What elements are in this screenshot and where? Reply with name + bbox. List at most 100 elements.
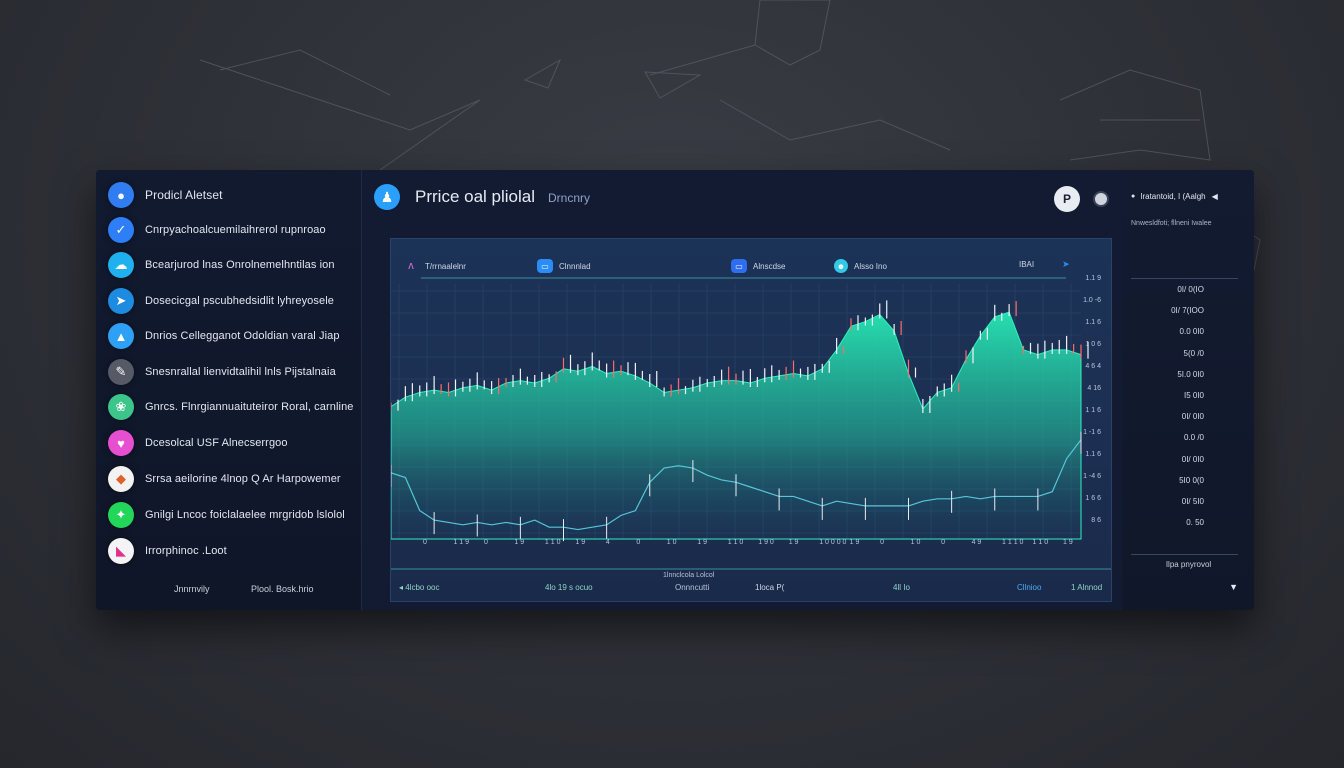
bottom-label-6[interactable]: Cllnioo [1017, 583, 1042, 592]
x-tick-label: 1 9 [514, 539, 525, 546]
bottom-label-4[interactable]: 1loca P( [755, 583, 785, 592]
sparkle-icon: ✦ [108, 502, 134, 528]
x-tick-label: 1 9 0 [758, 539, 774, 546]
right-panel-value: 0.0 0I0 [1179, 327, 1204, 337]
x-tick-label: 1 9 [788, 539, 799, 546]
sidebar-item-label: Irrorphinoc .Loot [145, 545, 227, 557]
sidebar-item-9[interactable]: ✦ Gnilgi Lncoc foiclalaelee mrgridob lsl… [108, 500, 345, 530]
x-tick-label: 1 0 [910, 539, 921, 546]
x-tick-label: 0 [941, 539, 945, 546]
profile-button[interactable]: P [1054, 186, 1080, 212]
y-tick-label: 1 0 6 [1085, 341, 1101, 348]
legend-item-5[interactable]: IBAI ➤ [1019, 259, 1070, 270]
right-panel-value: 5I.0 0I0 [1177, 369, 1204, 379]
sidebar-item-label: Gnrcs. Flnrgiannuaituteiror Roral, carnl… [145, 401, 354, 413]
globe-icon: ● [108, 182, 134, 208]
sidebar-item-5[interactable]: ✎ Snesnrallal lienvidtalihil lnls Pijsta… [108, 357, 336, 387]
legend-item-3[interactable]: ▭ Alnscdse [731, 259, 785, 273]
sidebar-item-label: Cnrpyachoalcuemilaihrerol rupnroao [145, 224, 326, 236]
legend-item-4[interactable]: ☻ Alsso Ino [834, 259, 887, 273]
x-tick-label: 1 9 [1063, 539, 1073, 546]
x-tick-label: 1 0 [666, 539, 677, 546]
x-tick-label: 1 1 9 [453, 539, 470, 546]
tv-icon: ▭ [731, 259, 747, 273]
sidebar-item-7[interactable]: ♥ Dcesolcal USF Alnecserrgoo [108, 428, 288, 458]
bottom-label-7[interactable]: 1 Alnnod [1071, 583, 1103, 592]
legend-item-2[interactable]: ▭ Clnnnlad [537, 259, 591, 273]
x-tick-label: 4 9 [971, 539, 982, 546]
bottom-label-3[interactable]: Onnncutti [675, 583, 710, 592]
sidebar-item-3[interactable]: ➤ Dosecicgal pscubhedsidlit lyhreyosele [108, 286, 334, 316]
legend-label: Alnscdse [753, 261, 786, 271]
page-title: Prrice oal pliolal [415, 187, 535, 206]
right-panel-value: I5 0I0 [1183, 391, 1204, 400]
app-logo-icon: ♟ [374, 184, 400, 210]
settings-toggle-button[interactable] [1093, 191, 1109, 207]
candlestick-marks [391, 300, 1089, 413]
y-tick-label: 1 1 6 [1085, 407, 1101, 414]
sidebar-title[interactable]: ● Prodicl Aletset [108, 180, 223, 210]
pen-icon: ✎ [108, 359, 134, 385]
fox-icon: ◆ [108, 466, 134, 492]
y-tick-label: 4 6 4 [1085, 363, 1101, 370]
right-panel: ● Iratantoid, I (Aalgh ◀ Nnwesldfoti; fl… [1123, 170, 1254, 610]
x-tick-label: 4 [605, 539, 610, 546]
bottom-label-1[interactable]: ◂ 4lcbo ooc [399, 583, 440, 592]
sidebar-item-4[interactable]: ▲ Dnrios Cellegganot Odoldian varal Jiap [108, 321, 340, 351]
dot-icon: ● [1131, 193, 1136, 200]
x-tick-label: 0 [880, 539, 885, 546]
area-series [391, 311, 1082, 540]
x-tick-label: 1 1 0 [727, 539, 744, 546]
y-tick-label: 1.1 9 [1085, 275, 1101, 282]
main-header: ♟ Prrice oal pliolal Drncnry P [362, 170, 1122, 226]
y-tick-label: 1 6 6 [1085, 495, 1101, 502]
right-panel-value: 0I/ 0I0 [1181, 412, 1204, 422]
bottom-label-2[interactable]: 4lo 19 s ocuo [545, 583, 593, 592]
y-tick-label: 1.1 6 [1085, 319, 1101, 326]
message-icon: ▭ [537, 259, 553, 273]
sidebar-item-2[interactable]: ☁ Bcearjurod lnas Onrolnemelhntilas ion [108, 250, 335, 280]
legend-label: Clnnnlad [559, 261, 591, 271]
x-tick-label: 1 9 [697, 539, 708, 546]
legend-item-1[interactable]: ʌ T/rrnaalelnr [403, 259, 466, 273]
cloud-icon: ☁ [108, 252, 134, 278]
sidebar-item-label: Dcesolcal USF Alnecserrgoo [145, 437, 288, 449]
right-panel-header-label: Iratantoid, I (Aalgh [1140, 192, 1206, 201]
sidebar-item-1[interactable]: ✓ Cnrpyachoalcuemilaihrerol rupnroao [108, 215, 326, 245]
right-panel-value: 0I/ 0I0 [1181, 454, 1204, 464]
sidebar: ● Prodicl Aletset ✓ Cnrpyachoalcuemilaih… [96, 170, 362, 610]
right-panel-value: 0. 50 [1186, 518, 1204, 528]
right-panel-value: 0I/ 0(IO [1177, 285, 1204, 294]
sidebar-item-6[interactable]: ❀ Gnrcs. Flnrgiannuaituteiror Roral, car… [108, 392, 354, 422]
x-tick-label: 1 1 0 [544, 539, 561, 546]
x-tick-label: 1 1 1 0 [1002, 539, 1024, 546]
right-panel-value: 0I/ 5I0 [1181, 497, 1204, 506]
right-panel-value: 5I0 0(0 [1179, 475, 1204, 485]
line-series-spikes [391, 431, 1082, 542]
play-icon: ➤ [1062, 259, 1070, 269]
y-tick-label: 1.1 6 [1085, 451, 1101, 458]
x-tick-label: 1 1 0 [1032, 539, 1049, 546]
caret-down-icon[interactable]: ▼ [1229, 582, 1238, 592]
sidebar-item-8[interactable]: ◆ Srrsa aeilorine 4lnop Q Ar Harpowemer [108, 464, 341, 494]
timeline-label: 1lnnclcola Lolcol [663, 572, 715, 579]
app-window: ● Prodicl Aletset ✓ Cnrpyachoalcuemilaih… [96, 170, 1254, 610]
sidebar-item-10[interactable]: ◣ Irrorphinoc .Loot [108, 536, 227, 566]
price-chart[interactable] [391, 239, 1111, 601]
x-tick-label: 0 [483, 539, 488, 546]
x-tick-label: 1 9 [575, 539, 586, 546]
sidebar-footer-right[interactable]: Plool. Bosk.hrio [251, 584, 314, 594]
y-tick-label: 1 -4 6 [1083, 473, 1101, 480]
right-panel-footer: Ilpa pnyrovol [1165, 560, 1212, 569]
bolt-icon: ʌ [408, 260, 414, 272]
y-tick-label: 1.0 -6 [1083, 297, 1101, 304]
right-panel-value: 5(0 /0 [1183, 348, 1204, 358]
right-panel-header[interactable]: ● Iratantoid, I (Aalgh ◀ [1131, 192, 1218, 201]
main-content: ♟ Prrice oal pliolal Drncnry P [362, 170, 1122, 610]
bottom-label-5[interactable]: 4ll Io [893, 583, 910, 592]
check-icon: ✓ [108, 217, 134, 243]
sidebar-item-label: Srrsa aeilorine 4lnop Q Ar Harpowemer [145, 473, 341, 485]
caret-left-icon[interactable]: ◀ [1211, 192, 1218, 201]
sidebar-footer-left[interactable]: Jnnrnvily [174, 584, 210, 594]
chart-panel: ʌ T/rrnaalelnr ▭ Clnnnlad ▭ Alnscdse ☻ A… [390, 238, 1112, 602]
